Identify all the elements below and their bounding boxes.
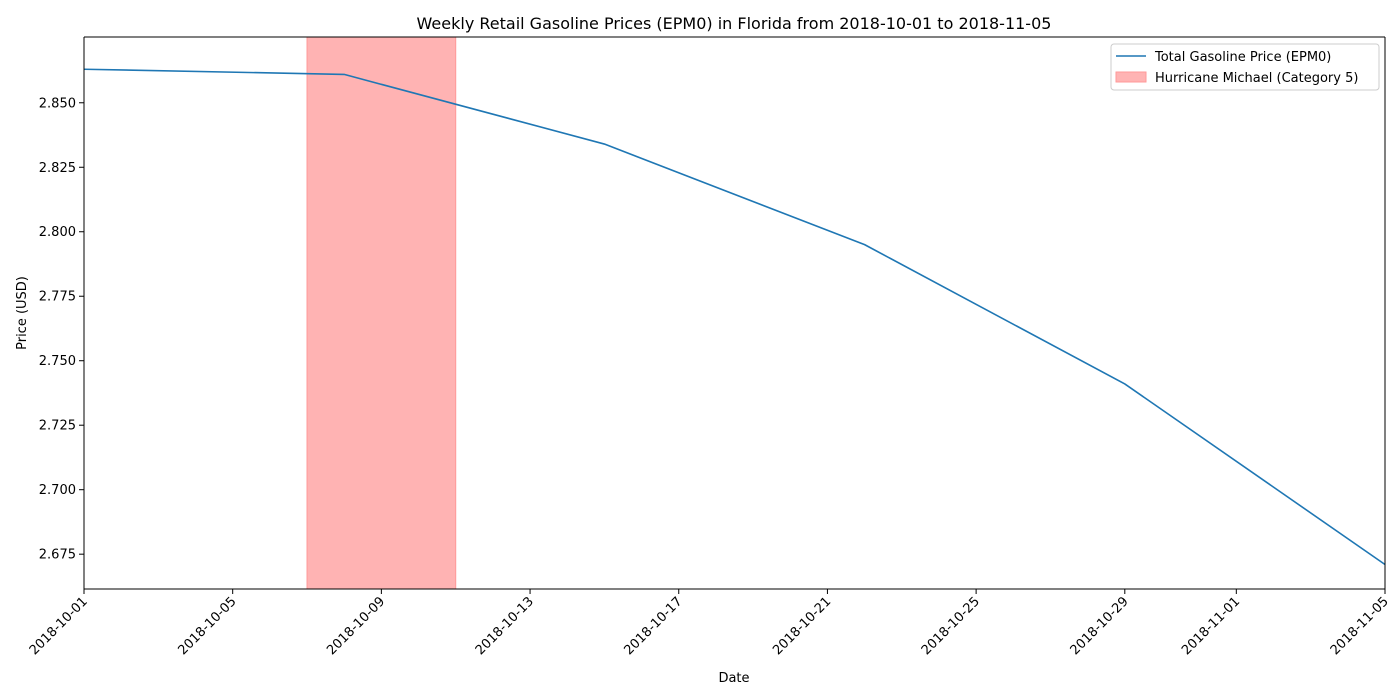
plot-area bbox=[79, 36, 1386, 594]
chart-title: Weekly Retail Gasoline Prices (EPM0) in … bbox=[417, 14, 1052, 33]
legend: Total Gasoline Price (EPM0) Hurricane Mic… bbox=[1110, 43, 1380, 91]
series-line-total-gasoline-price bbox=[83, 68, 1386, 566]
x-tick-label: 2018-10-01 bbox=[27, 594, 91, 658]
y-tick-label: 2.675 bbox=[39, 548, 76, 563]
legend-swatch-region bbox=[1115, 71, 1147, 83]
y-tick-label: 2.825 bbox=[39, 161, 76, 176]
x-tick-label: 2018-10-17 bbox=[622, 594, 686, 658]
y-tick-label: 2.800 bbox=[39, 225, 76, 240]
x-tick-label: 2018-11-01 bbox=[1179, 594, 1243, 658]
x-tick-label: 2018-10-25 bbox=[919, 594, 983, 658]
y-tick-label: 2.850 bbox=[39, 96, 76, 111]
x-tick-label: 2018-10-05 bbox=[175, 594, 239, 658]
x-axis-label: Date bbox=[718, 671, 749, 686]
legend-label-series: Total Gasoline Price (EPM0) bbox=[1154, 50, 1331, 65]
x-tick-label: 2018-11-05 bbox=[1328, 594, 1392, 658]
y-tick-label: 2.700 bbox=[39, 483, 76, 498]
y-tick-label: 2.725 bbox=[39, 419, 76, 434]
x-tick-label: 2018-10-21 bbox=[770, 594, 834, 658]
x-tick-label: 2018-10-13 bbox=[473, 594, 537, 658]
x-tick-label: 2018-10-09 bbox=[324, 594, 388, 658]
x-tick-label: 2018-10-29 bbox=[1068, 594, 1132, 658]
shaded-region-hurricane-michael bbox=[306, 36, 457, 590]
y-tick-label: 2.775 bbox=[39, 290, 76, 305]
y-tick-label: 2.750 bbox=[39, 354, 76, 369]
y-axis-label: Price (USD) bbox=[15, 276, 30, 350]
legend-frame bbox=[1110, 43, 1380, 91]
legend-label-region: Hurricane Michael (Category 5) bbox=[1155, 71, 1358, 86]
